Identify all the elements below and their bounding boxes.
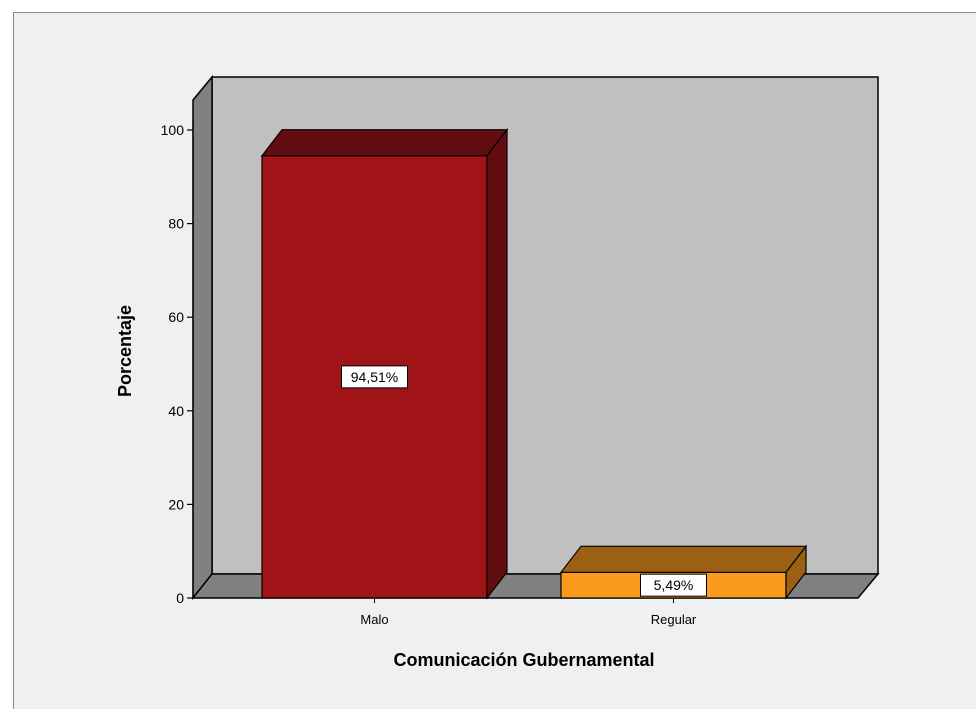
bar-side [785,544,807,600]
data-label: 94,51% [351,369,398,385]
bar-top [559,545,808,573]
bar-regular: 5,49% [559,544,808,600]
y-tick-label: 100 [161,122,185,138]
x-tick-label: Regular [651,612,697,627]
y-tick-label: 40 [168,403,184,419]
data-label-box [640,573,707,597]
bars: 94,51% 5,49% [260,127,808,600]
bar-malo: 94,51% [260,127,509,600]
data-label: 5,49% [654,577,694,593]
bar-top [260,129,509,157]
x-axis-title: Comunicación Gubernamental [393,650,654,670]
y-axis: 0 20 40 60 80 100 [161,120,194,606]
y-tick-label: 80 [168,216,184,232]
chart-left-wall [192,74,213,601]
y-axis-title: Porcentaje [115,305,135,397]
data-label-box [341,365,408,389]
x-tick-label: Malo [360,612,388,627]
x-axis: Malo Regular [360,598,697,627]
bar-side [486,127,508,600]
y-tick-label: 0 [176,590,184,606]
y-tick-label: 60 [168,309,184,325]
y-tick-label: 20 [168,496,184,512]
